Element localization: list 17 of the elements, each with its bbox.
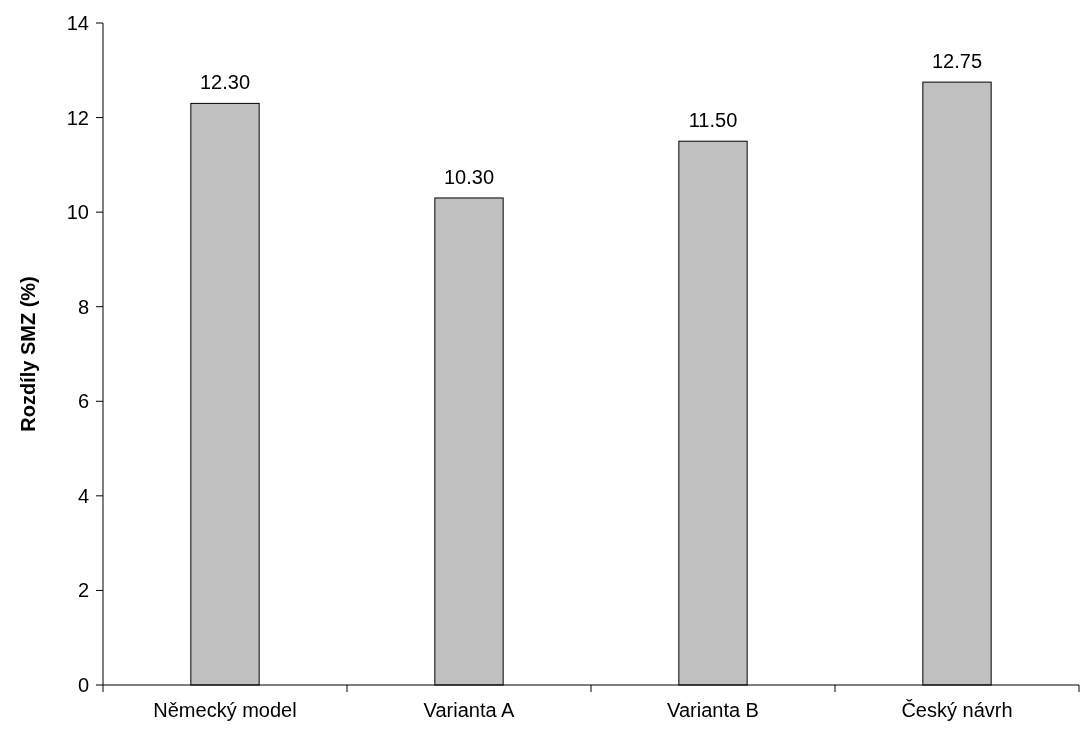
x-tick-label: Varianta B xyxy=(667,699,759,721)
x-tick-label: Německý model xyxy=(153,699,297,721)
y-tick-label: 4 xyxy=(77,484,89,507)
x-tick-label: Český návrh xyxy=(901,699,1013,721)
data-label: 10.30 xyxy=(443,165,495,188)
data-label: 12.30 xyxy=(199,71,251,94)
y-axis-title: Rozdíly SMZ (%) xyxy=(17,276,39,432)
x-tick-label: Varianta A xyxy=(423,699,516,721)
y-tick-label: 8 xyxy=(77,295,89,318)
y-tick-label: 14 xyxy=(66,12,89,34)
y-tick-label: 0 xyxy=(77,674,89,696)
data-label: 11.50 xyxy=(688,109,738,132)
y-tick-label: 6 xyxy=(77,390,89,413)
y-tick-label: 12 xyxy=(66,106,89,129)
y-tick-label: 10 xyxy=(66,201,89,224)
data-label: 12.75 xyxy=(931,50,983,73)
y-tick-label: 2 xyxy=(77,579,89,602)
